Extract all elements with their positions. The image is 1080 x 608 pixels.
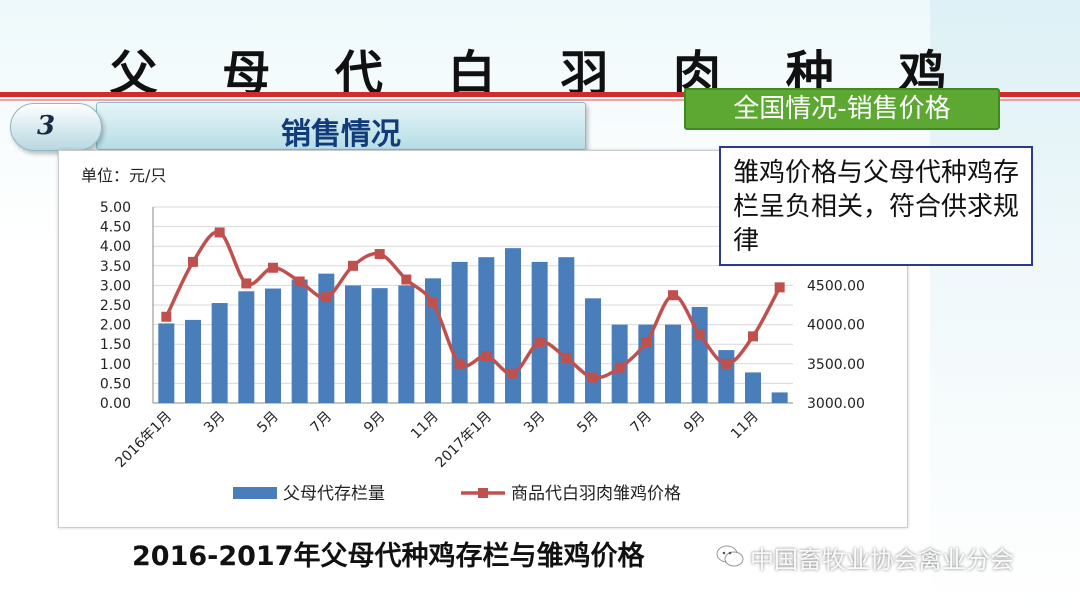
y-right-tick-label: 4000.00 [807,318,865,334]
bar [451,261,468,403]
price-point [668,290,678,301]
chart-caption: 2016-2017年父母代种鸡存栏与雏鸡价格 [132,541,645,572]
section-number-badge: 3 [10,103,102,151]
y-left-tick-label: 5.00 [100,200,131,216]
section-header-bar: 销售情况 [96,102,586,152]
x-tick-label: 7月 [628,409,656,437]
bar [745,372,761,403]
legend-line-label: 商品代白羽肉雏鸡价格 [511,484,681,504]
x-tick-label: 3月 [521,409,549,437]
topic-tag: 全国情况-销售价格 [684,88,1000,130]
note-box: 雏鸡价格与父母代种鸡存栏呈负相关，符合供求规律 [719,146,1033,266]
combo-chart: 单位：元/只 0.00 0.50 1.00 1.50 2.00 2.50 3.00 3.50 4.… [81,166,865,504]
y-left-tick-label: 1.50 [100,337,131,353]
bar [585,298,601,403]
price-point [641,337,652,348]
y-left-tick-label: 4.50 [100,220,131,236]
title-underline [0,92,1080,97]
y-right-tick-label: 3000.00 [807,396,865,412]
y-left-tick-label: 2.00 [100,318,131,334]
price-point [481,350,492,361]
bar [318,273,335,403]
legend-bar-swatch [233,487,277,499]
price-point [561,352,572,363]
price-point [241,278,252,289]
bar [558,257,575,403]
y-left-tick-label: 3.00 [100,278,131,294]
y-left-tick-label: 2.50 [100,298,131,314]
bar [478,257,495,403]
price-point [694,329,705,340]
price-point [534,337,545,348]
bar [185,319,201,403]
watermark: 中国畜牧业协会禽业分会 [750,546,1014,574]
bar [505,248,521,403]
bar [531,261,548,403]
bar [638,324,655,403]
x-tick-label: 2016年1月 [113,409,176,472]
x-tick-label: 3月 [201,409,229,437]
y-left-tick-label: 1.00 [100,357,131,373]
y-right-tick-label: 4500.00 [807,278,865,294]
bar [211,303,228,403]
bar [398,285,415,403]
price-point [614,362,625,373]
section-label: 销售情况 [281,117,401,152]
price-point [454,358,465,369]
title-underline-thin [0,99,1080,101]
x-tick-label: 5月 [254,409,282,437]
bar [771,392,788,403]
x-tick-label: 9月 [361,409,389,437]
price-point [321,292,332,303]
price-point [428,298,438,309]
price-point [748,331,758,342]
bar [291,279,308,403]
price-point [721,358,732,369]
price-point [401,274,412,285]
bar [265,288,281,403]
bar [158,323,175,403]
price-point [214,227,225,238]
y-right-tick-label: 3500.00 [807,357,865,373]
x-tick-label: 2017年1月 [433,409,496,472]
price-point [188,256,198,267]
legend-line-marker [478,488,488,498]
x-tick-label: 7月 [308,409,336,437]
price-point [348,260,358,271]
legend-bar-label: 父母代存栏量 [283,484,385,504]
price-point [161,311,172,322]
y-left-tick-label: 0.00 [100,396,131,412]
unit-label: 单位：元/只 [81,166,166,185]
bar [665,324,681,403]
wechat-icon [716,545,744,567]
price-point [294,276,305,287]
y-left-tick-label: 0.50 [100,376,131,392]
x-tick-label: 11月 [728,409,762,443]
x-tick-label: 5月 [574,409,602,437]
bar [718,350,735,403]
bar [345,285,361,403]
price-point [268,262,278,273]
price-point [374,249,385,260]
x-tick-label: 11月 [408,409,442,443]
price-point [774,282,785,293]
bar [691,306,708,403]
bar [371,288,388,403]
bar [238,291,255,403]
price-point [508,368,518,379]
price-point [588,372,598,383]
x-tick-label: 9月 [681,409,709,437]
y-left-tick-label: 4.00 [100,239,131,255]
y-left-tick-label: 3.50 [100,259,131,275]
